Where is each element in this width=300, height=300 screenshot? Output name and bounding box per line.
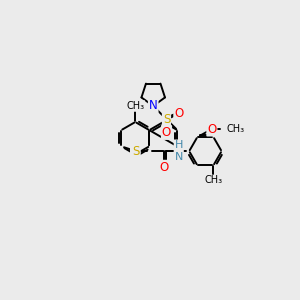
Text: CH₃: CH₃ xyxy=(226,124,244,134)
Text: CH₃: CH₃ xyxy=(126,101,144,111)
Text: O: O xyxy=(207,123,217,136)
Text: O: O xyxy=(162,126,171,139)
Text: H
N: H N xyxy=(175,140,183,162)
Text: S: S xyxy=(163,113,170,126)
Text: O: O xyxy=(174,107,184,120)
Text: N: N xyxy=(149,100,158,112)
Text: CH₃: CH₃ xyxy=(204,176,223,185)
Text: S: S xyxy=(132,145,140,158)
Text: O: O xyxy=(160,161,169,174)
Text: N: N xyxy=(131,148,140,161)
